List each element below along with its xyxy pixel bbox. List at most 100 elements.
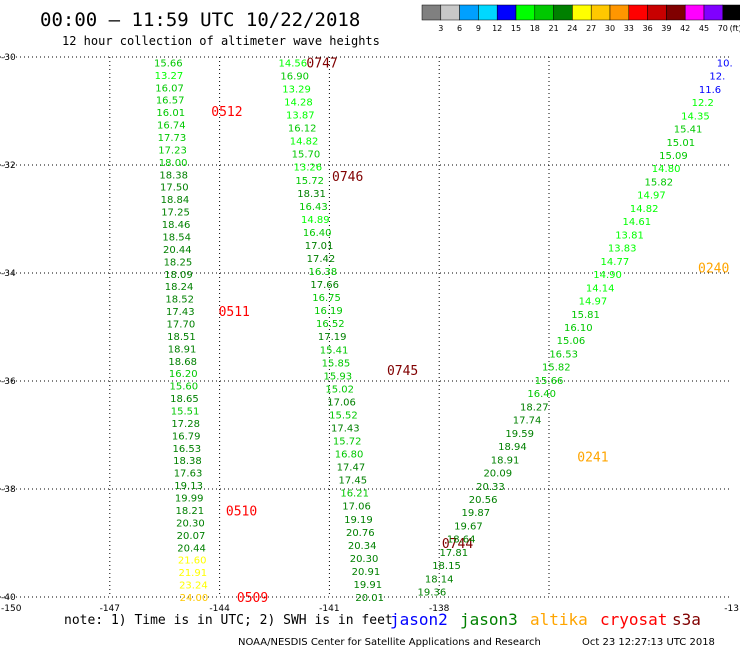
swh-value: 16.12	[288, 124, 317, 135]
time-tag: 0747	[306, 56, 337, 71]
track-2: 14.56 16.90 13.29 14.28 13.87 16.12 14.82 15.70…	[278, 56, 473, 604]
legend-s3a: s3a	[672, 610, 701, 629]
colorbar-swatch	[572, 4, 592, 21]
colorbar-swatch	[515, 4, 536, 21]
colorbar-tick: 45	[699, 24, 709, 33]
swh-value: 18.46	[162, 220, 191, 231]
swh-value: 15.82	[542, 363, 571, 374]
swh-value: 20.07	[177, 531, 206, 542]
swh-value: 17.66	[310, 280, 339, 291]
legend-jason3: jason3	[460, 610, 518, 629]
swh-value: 21.91	[178, 568, 207, 579]
swh-value: 16.21	[340, 489, 369, 500]
swh-value: 13.29	[282, 84, 311, 95]
swh-value: 15.60	[170, 382, 199, 393]
swh-value: 14.35	[681, 111, 710, 122]
swh-value: 13.26	[293, 163, 322, 174]
swh-value: 15.51	[171, 407, 200, 418]
swh-value: 18.38	[159, 170, 188, 181]
swh-value: 20.91	[352, 567, 381, 578]
swh-value: 14.90	[593, 270, 622, 281]
swh-value: 16.90	[280, 71, 309, 82]
swh-value: 15.41	[674, 125, 703, 136]
colorbar-tick: 36	[643, 24, 653, 33]
time-tag: 0240	[698, 262, 729, 277]
y-tick-label: -34	[1, 269, 16, 279]
swh-value: 14.77	[601, 257, 630, 268]
swh-value: 15.41	[320, 345, 349, 356]
swh-value: 15.70	[292, 150, 321, 161]
footer-timestamp: Oct 23 12:27:13 UTC 2018	[582, 637, 715, 648]
swh-value: 20.76	[346, 528, 375, 539]
axis-tick-labels: -30 -32 -34 -36 -38 -40-150 -147 -144 -141 -138 -1…	[1, 53, 739, 614]
swh-value: 18.38	[173, 456, 202, 467]
swh-value: 17.74	[513, 416, 542, 427]
swh-value: 17.23	[158, 145, 187, 156]
satellite-legend: jason2 jason3 altika cryosat s3a	[390, 610, 701, 629]
y-tick-label: -32	[1, 161, 16, 171]
swh-value: 16.52	[316, 319, 345, 330]
swh-value: 17.43	[166, 307, 195, 318]
swh-value: 18.21	[175, 506, 204, 517]
swh-value: 20.01	[355, 593, 384, 604]
x-tick-label: -144	[209, 604, 230, 614]
swh-value: 18.27	[520, 402, 549, 413]
chart-title: 00:00 – 11:59 UTC 10/22/2018	[40, 9, 360, 31]
legend-jason2: jason2	[390, 610, 448, 629]
colorbar-swatch	[628, 4, 648, 21]
swh-value: 19.59	[505, 429, 534, 440]
time-tag: 0509	[237, 591, 268, 606]
swh-value: 15.82	[644, 177, 673, 188]
swh-value: 17.47	[337, 463, 366, 474]
colorbar-tick: 70	[718, 24, 728, 33]
swh-value: 15.06	[557, 336, 586, 347]
colorbar-swatch	[684, 4, 705, 21]
swh-value: 12.2	[692, 98, 714, 109]
swh-value: 24.00	[180, 593, 209, 604]
swh-value: 14.56	[278, 58, 307, 69]
swh-value: 16.19	[314, 306, 343, 317]
swh-value: 11.6	[699, 85, 721, 96]
swh-value: 15.72	[295, 176, 324, 187]
swh-value: 18.91	[168, 344, 197, 355]
colorbar-tick: 27	[586, 24, 596, 33]
legend-cryosat: cryosat	[600, 610, 667, 629]
chart-subtitle: 12 hour collection of altimeter wave hei…	[62, 34, 380, 48]
swh-value: 15.85	[322, 358, 351, 369]
swh-value: 15.81	[571, 310, 600, 321]
swh-value: 14.14	[586, 283, 615, 294]
colorbar-swatch	[722, 4, 740, 21]
swh-value: 20.44	[163, 245, 192, 256]
swh-value: 12.	[709, 72, 725, 83]
swh-value: 18.24	[165, 282, 194, 293]
swh-value: 15.02	[325, 384, 354, 395]
swh-value: 16.43	[299, 202, 328, 213]
swh-value: 15.72	[333, 437, 362, 448]
swh-value: 16.53	[549, 349, 578, 360]
time-tag: 0510	[226, 505, 257, 520]
swh-value: 14.28	[284, 98, 313, 109]
swh-value: 15.09	[659, 151, 688, 162]
x-tick-label: -13	[724, 604, 739, 614]
swh-value: 19.36	[418, 588, 447, 599]
colorbar-unit: (ft)	[730, 24, 740, 33]
swh-value: 14.97	[637, 191, 666, 202]
swh-value: 16.79	[172, 431, 201, 442]
colorbar-swatch	[553, 4, 573, 21]
swh-value: 15.01	[666, 138, 695, 149]
swh-value: 19.99	[175, 494, 204, 505]
swh-value: 19.67	[454, 521, 483, 532]
time-tag: 0746	[332, 170, 363, 185]
colorbar-tick: 24	[567, 24, 577, 33]
swh-value: 18.68	[168, 357, 197, 368]
swh-value: 16.38	[308, 267, 337, 278]
colorbar-swatch	[421, 4, 442, 21]
swh-value: 18.65	[170, 394, 199, 405]
colorbar-swatch	[534, 4, 554, 21]
y-tick-label: -36	[1, 377, 16, 387]
swh-value: 15.66	[154, 58, 183, 69]
swh-value: 19.87	[461, 508, 490, 519]
colorbar-tick: 6	[457, 24, 462, 33]
colorbar-tick: 21	[549, 24, 559, 33]
